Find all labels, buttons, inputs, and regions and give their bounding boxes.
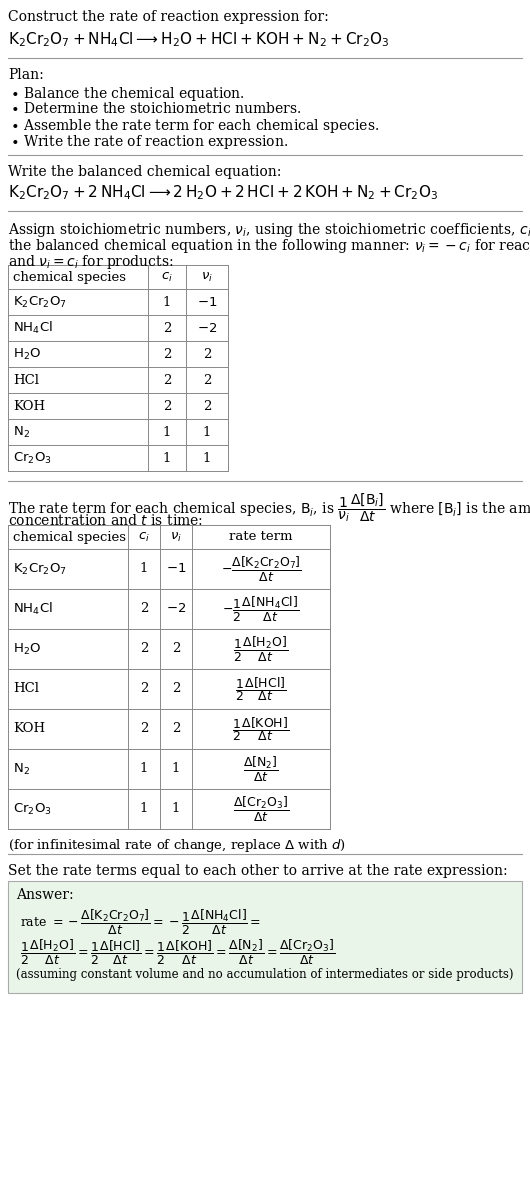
Text: $\mathrm{N_2}$: $\mathrm{N_2}$ bbox=[13, 425, 30, 439]
Text: $\mathrm{NH_4Cl}$: $\mathrm{NH_4Cl}$ bbox=[13, 320, 53, 336]
Text: The rate term for each chemical species, $\mathrm{B}_i$, is $\dfrac{1}{\nu_i}\df: The rate term for each chemical species,… bbox=[8, 491, 530, 524]
Text: Answer:: Answer: bbox=[16, 889, 74, 902]
Text: concentration and $t$ is time:: concentration and $t$ is time: bbox=[8, 513, 203, 529]
Text: 2: 2 bbox=[140, 602, 148, 615]
Text: 1: 1 bbox=[140, 803, 148, 815]
Text: KOH: KOH bbox=[13, 722, 45, 736]
Text: 1: 1 bbox=[172, 762, 180, 775]
Text: $-1$: $-1$ bbox=[166, 562, 186, 576]
Text: 2: 2 bbox=[163, 373, 171, 386]
Text: 1: 1 bbox=[163, 295, 171, 308]
Text: $\bullet$ Balance the chemical equation.: $\bullet$ Balance the chemical equation. bbox=[10, 85, 245, 104]
Text: KOH: KOH bbox=[13, 400, 45, 413]
Text: 1: 1 bbox=[140, 562, 148, 576]
Text: 1: 1 bbox=[203, 452, 211, 465]
Text: 2: 2 bbox=[203, 400, 211, 413]
Text: HCl: HCl bbox=[13, 373, 39, 386]
Text: 2: 2 bbox=[140, 683, 148, 696]
Text: 2: 2 bbox=[140, 722, 148, 736]
Text: 1: 1 bbox=[172, 803, 180, 815]
Text: $-1$: $-1$ bbox=[197, 295, 217, 308]
Text: $\mathrm{K_2Cr_2O_7}$: $\mathrm{K_2Cr_2O_7}$ bbox=[13, 295, 67, 309]
Text: 1: 1 bbox=[163, 425, 171, 438]
Text: $\dfrac{1}{2}\dfrac{\Delta[\mathrm{H_2O}]}{\Delta t} = \dfrac{1}{2}\dfrac{\Delta: $\dfrac{1}{2}\dfrac{\Delta[\mathrm{H_2O}… bbox=[20, 938, 335, 967]
Text: $\dfrac{1}{2}\dfrac{\Delta[\mathrm{KOH}]}{\Delta t}$: $\dfrac{1}{2}\dfrac{\Delta[\mathrm{KOH}]… bbox=[232, 715, 289, 743]
Text: Write the balanced chemical equation:: Write the balanced chemical equation: bbox=[8, 165, 281, 179]
Text: Set the rate terms equal to each other to arrive at the rate expression:: Set the rate terms equal to each other t… bbox=[8, 864, 508, 878]
Text: rate term: rate term bbox=[229, 531, 293, 543]
Text: 2: 2 bbox=[163, 400, 171, 413]
Text: $\dfrac{1}{2}\dfrac{\Delta[\mathrm{HCl}]}{\Delta t}$: $\dfrac{1}{2}\dfrac{\Delta[\mathrm{HCl}]… bbox=[235, 675, 287, 703]
FancyBboxPatch shape bbox=[8, 881, 522, 993]
Text: $-\dfrac{\Delta[\mathrm{K_2Cr_2O_7}]}{\Delta t}$: $-\dfrac{\Delta[\mathrm{K_2Cr_2O_7}]}{\D… bbox=[220, 555, 302, 584]
Text: $\nu_i$: $\nu_i$ bbox=[170, 531, 182, 543]
Text: $\mathrm{H_2O}$: $\mathrm{H_2O}$ bbox=[13, 642, 41, 656]
Text: chemical species: chemical species bbox=[13, 271, 126, 283]
Text: $-2$: $-2$ bbox=[166, 602, 186, 615]
Text: (assuming constant volume and no accumulation of intermediates or side products): (assuming constant volume and no accumul… bbox=[16, 968, 514, 981]
Text: $\mathrm{K_2Cr_2O_7 + 2\,NH_4Cl \longrightarrow 2\,H_2O + 2\,HCl + 2\,KOH + N_2 : $\mathrm{K_2Cr_2O_7 + 2\,NH_4Cl \longrig… bbox=[8, 183, 438, 202]
Text: 2: 2 bbox=[203, 373, 211, 386]
Text: $\mathrm{K_2Cr_2O_7 + NH_4Cl \longrightarrow H_2O + HCl + KOH + N_2 + Cr_2O_3}$: $\mathrm{K_2Cr_2O_7 + NH_4Cl \longrighta… bbox=[8, 30, 390, 48]
Text: and $\nu_i = c_i$ for products:: and $\nu_i = c_i$ for products: bbox=[8, 253, 173, 271]
Text: 2: 2 bbox=[163, 321, 171, 335]
Text: $\dfrac{\Delta[\mathrm{Cr_2O_3}]}{\Delta t}$: $\dfrac{\Delta[\mathrm{Cr_2O_3}]}{\Delta… bbox=[233, 795, 289, 824]
Text: 1: 1 bbox=[203, 425, 211, 438]
Text: $\dfrac{1}{2}\dfrac{\Delta[\mathrm{H_2O}]}{\Delta t}$: $\dfrac{1}{2}\dfrac{\Delta[\mathrm{H_2O}… bbox=[233, 635, 288, 663]
Text: 1: 1 bbox=[140, 762, 148, 775]
Text: 2: 2 bbox=[172, 683, 180, 696]
Text: $\mathrm{N_2}$: $\mathrm{N_2}$ bbox=[13, 761, 30, 777]
Text: $c_i$: $c_i$ bbox=[138, 531, 150, 543]
Text: the balanced chemical equation in the following manner: $\nu_i = -c_i$ for react: the balanced chemical equation in the fo… bbox=[8, 237, 530, 255]
Text: 2: 2 bbox=[172, 722, 180, 736]
Text: (for infinitesimal rate of change, replace $\Delta$ with $d$): (for infinitesimal rate of change, repla… bbox=[8, 837, 346, 854]
Text: $c_i$: $c_i$ bbox=[161, 271, 173, 284]
Text: Assign stoichiometric numbers, $\nu_i$, using the stoichiometric coefficients, $: Assign stoichiometric numbers, $\nu_i$, … bbox=[8, 222, 530, 240]
Text: $\mathrm{H_2O}$: $\mathrm{H_2O}$ bbox=[13, 347, 41, 361]
Text: Plan:: Plan: bbox=[8, 67, 44, 82]
Text: Construct the rate of reaction expression for:: Construct the rate of reaction expressio… bbox=[8, 10, 329, 24]
Text: 2: 2 bbox=[203, 348, 211, 360]
Text: chemical species: chemical species bbox=[13, 531, 126, 543]
Text: 2: 2 bbox=[140, 643, 148, 655]
Text: $\mathrm{Cr_2O_3}$: $\mathrm{Cr_2O_3}$ bbox=[13, 802, 52, 816]
Text: $\mathrm{Cr_2O_3}$: $\mathrm{Cr_2O_3}$ bbox=[13, 450, 52, 466]
Text: $\mathrm{NH_4Cl}$: $\mathrm{NH_4Cl}$ bbox=[13, 601, 53, 616]
Text: $\bullet$ Assemble the rate term for each chemical species.: $\bullet$ Assemble the rate term for eac… bbox=[10, 117, 379, 135]
Text: $\mathrm{K_2Cr_2O_7}$: $\mathrm{K_2Cr_2O_7}$ bbox=[13, 561, 67, 577]
Text: $\bullet$ Write the rate of reaction expression.: $\bullet$ Write the rate of reaction exp… bbox=[10, 132, 288, 150]
Text: 1: 1 bbox=[163, 452, 171, 465]
Text: $\nu_i$: $\nu_i$ bbox=[201, 271, 213, 284]
Text: $\dfrac{\Delta[\mathrm{N_2}]}{\Delta t}$: $\dfrac{\Delta[\mathrm{N_2}]}{\Delta t}$ bbox=[243, 755, 279, 784]
Text: 2: 2 bbox=[172, 643, 180, 655]
Text: rate $= -\dfrac{\Delta[\mathrm{K_2Cr_2O_7}]}{\Delta t} = -\dfrac{1}{2}\dfrac{\De: rate $= -\dfrac{\Delta[\mathrm{K_2Cr_2O_… bbox=[20, 908, 261, 937]
Text: HCl: HCl bbox=[13, 683, 39, 696]
Text: $-2$: $-2$ bbox=[197, 321, 217, 335]
Text: $-\dfrac{1}{2}\dfrac{\Delta[\mathrm{NH_4Cl}]}{\Delta t}$: $-\dfrac{1}{2}\dfrac{\Delta[\mathrm{NH_4… bbox=[223, 595, 299, 624]
Text: $\bullet$ Determine the stoichiometric numbers.: $\bullet$ Determine the stoichiometric n… bbox=[10, 101, 301, 116]
Text: 2: 2 bbox=[163, 348, 171, 360]
